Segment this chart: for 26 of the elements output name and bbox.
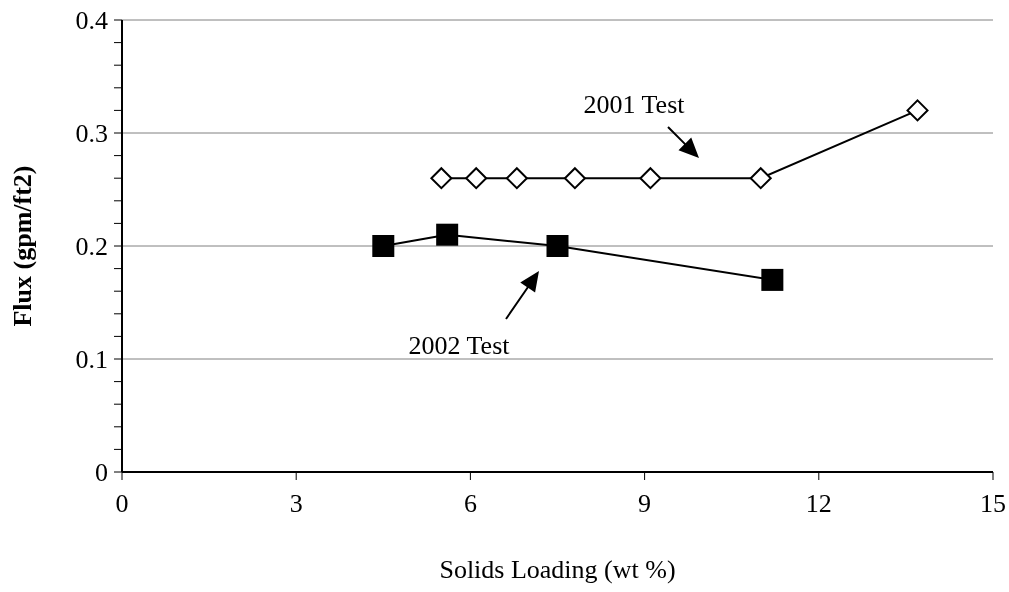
annotation: 2002 Test <box>408 331 511 360</box>
y-tick-label: 0.4 <box>75 6 108 36</box>
x-tick-label: 6 <box>463 489 477 519</box>
x-tick-label: 0 <box>115 489 129 519</box>
x-tick-label: 15 <box>980 489 1006 519</box>
x-tick-label: 9 <box>638 489 652 519</box>
point <box>906 99 929 122</box>
annotation: 2001 Test <box>583 90 686 119</box>
y-tick-label: 0.3 <box>75 119 108 149</box>
point <box>436 223 459 246</box>
point <box>430 167 453 190</box>
point <box>761 268 784 291</box>
y-axis-title: Flux (gpm/ft2) <box>8 165 38 327</box>
point <box>749 167 772 190</box>
point <box>639 167 662 190</box>
point <box>465 167 488 190</box>
point <box>546 235 569 257</box>
point <box>563 167 586 190</box>
x-tick-label: 12 <box>805 489 832 519</box>
point <box>505 167 528 190</box>
x-tick-label: 3 <box>289 489 303 519</box>
x-axis-title: Solids Loading (wt %) <box>439 555 676 584</box>
y-tick-label: 0.1 <box>75 345 108 375</box>
y-tick-label: 0 <box>95 458 108 488</box>
y-tick-label: 0.2 <box>75 232 108 262</box>
point <box>372 235 395 257</box>
